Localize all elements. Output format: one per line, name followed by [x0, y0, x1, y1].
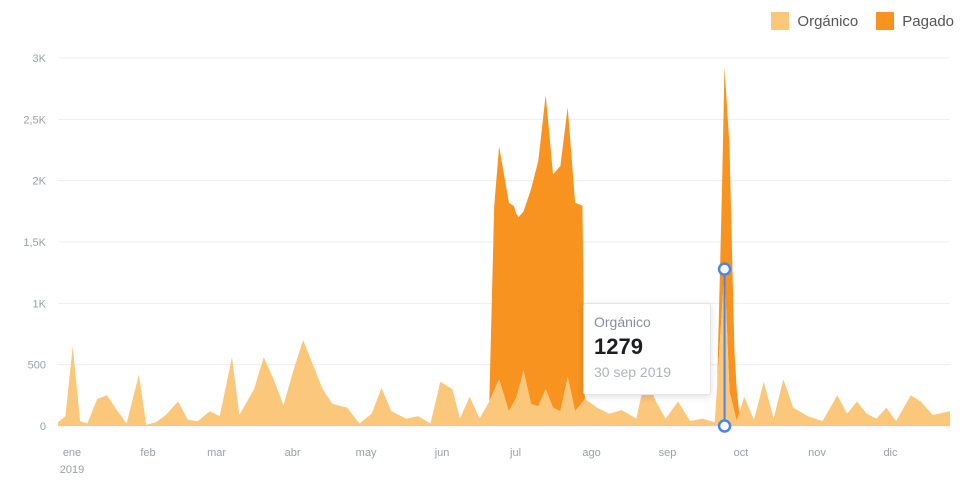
x-tick-sublabel: 2019	[60, 464, 84, 476]
x-tick-label: feb	[140, 447, 155, 459]
legend-swatch-pagado	[876, 12, 895, 30]
x-tick-label: abr	[285, 447, 301, 459]
x-tick-label: dic	[883, 447, 898, 459]
x-tick-label: jun	[434, 447, 450, 459]
legend-swatch-organico	[771, 12, 790, 30]
hover-marker-top	[717, 262, 732, 276]
marker-layer[interactable]	[717, 262, 732, 433]
tooltip-series: Orgánico	[594, 314, 651, 330]
tooltip: Orgánico 1279 30 sep 2019	[583, 303, 711, 395]
x-tick-label: sep	[659, 447, 677, 459]
x-tick-label: mar	[207, 447, 226, 459]
y-tick-label: 3K	[33, 53, 47, 65]
y-tick-label: 0	[40, 421, 46, 433]
x-tick-label: nov	[808, 447, 826, 459]
x-tick-label: oct	[734, 447, 749, 459]
legend-label-pagado: Pagado	[902, 12, 954, 30]
tooltip-value: 1279	[594, 334, 643, 359]
area-layer	[58, 66, 950, 426]
legend: Orgánico Pagado	[771, 12, 954, 30]
hover-marker-bottom	[717, 419, 732, 433]
x-tick-label: may	[356, 447, 377, 459]
area-organico	[58, 269, 950, 426]
tooltip-date: 30 sep 2019	[594, 364, 672, 380]
legend-item-organico[interactable]: Orgánico	[771, 12, 858, 30]
y-tick-label: 2K	[33, 176, 47, 188]
x-tick-label: ago	[582, 447, 600, 459]
axis-layer: 0 500 1K 1,5K 2K 2,5K 3K ene 2019 feb mar abr may jun…	[23, 53, 898, 476]
x-tick-label: jul	[509, 447, 521, 459]
y-tick-label: 2,5K	[23, 114, 46, 126]
x-tick-label: ene	[63, 447, 81, 459]
y-tick-label: 1,5K	[23, 237, 46, 249]
y-tick-label: 500	[28, 360, 46, 372]
y-tick-label: 1K	[33, 298, 47, 310]
area-pagado	[58, 66, 950, 425]
legend-label-organico: Orgánico	[797, 12, 859, 30]
legend-item-pagado[interactable]: Pagado	[876, 12, 954, 30]
